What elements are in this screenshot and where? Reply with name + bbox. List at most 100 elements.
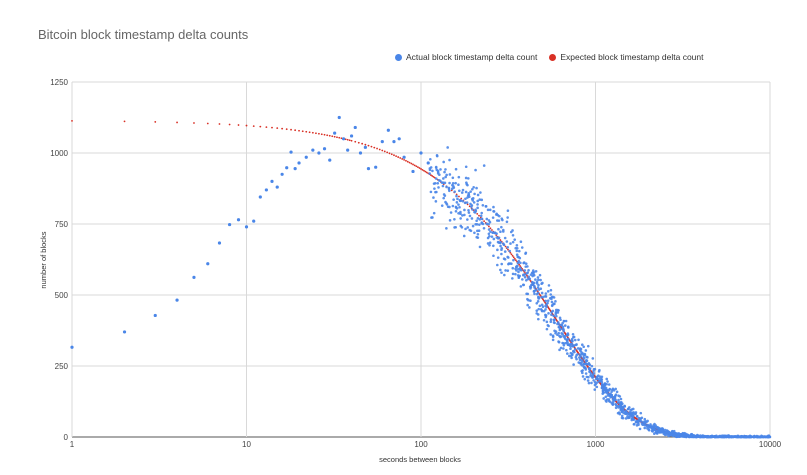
actual-point <box>558 326 561 329</box>
actual-point <box>577 338 580 342</box>
actual-point <box>521 283 525 287</box>
actual-point <box>600 380 604 384</box>
actual-point <box>560 323 564 327</box>
actual-point <box>429 157 432 161</box>
actual-point <box>526 265 529 268</box>
actual-point <box>643 417 647 421</box>
expected-point <box>460 197 463 200</box>
legend-item-actual[interactable]: Actual block timestamp delta count <box>395 52 537 62</box>
expected-point <box>154 121 157 123</box>
actual-point <box>411 169 415 174</box>
expected-point <box>245 124 248 127</box>
actual-point <box>579 347 583 351</box>
actual-point <box>322 147 327 151</box>
actual-point <box>514 267 517 271</box>
expected-point <box>476 212 479 215</box>
y-tick-label: 750 <box>55 220 69 229</box>
actual-point <box>651 425 654 429</box>
actual-point <box>607 398 611 401</box>
tick-labels: 0 250 500 750 1000 1250 1 10 100 1000 10000 <box>50 78 781 449</box>
actual-point <box>471 187 474 191</box>
actual-point <box>529 299 532 303</box>
expected-point <box>478 214 480 217</box>
actual-point <box>434 200 438 203</box>
actual-point <box>488 208 492 212</box>
x-axis-label: seconds between blocks <box>379 455 461 464</box>
actual-point <box>341 137 346 141</box>
actual-point <box>227 222 232 227</box>
actual-point <box>508 262 512 265</box>
actual-point <box>472 201 476 204</box>
expected-point <box>271 126 273 129</box>
actual-point <box>495 232 498 235</box>
actual-point <box>527 268 530 272</box>
expected-point <box>290 128 292 131</box>
actual-point <box>592 371 596 375</box>
actual-point <box>497 241 501 244</box>
actual-point <box>477 229 481 232</box>
actual-point <box>540 295 543 299</box>
actual-point <box>462 234 466 238</box>
actual-point <box>476 193 480 197</box>
actual-point <box>536 276 540 279</box>
actual-point <box>544 299 548 303</box>
actual-point <box>645 425 649 428</box>
actual-point <box>647 428 650 431</box>
actual-point <box>514 246 518 250</box>
actual-point <box>515 249 519 253</box>
actual-point <box>593 388 597 391</box>
actual-point <box>366 167 371 171</box>
legend-item-expected[interactable]: Expected block timestamp delta count <box>549 52 704 62</box>
actual-point <box>460 191 464 194</box>
actual-point <box>610 390 613 393</box>
actual-point <box>553 302 556 306</box>
actual-point <box>661 430 665 433</box>
actual-point <box>537 297 541 300</box>
actual-point <box>629 414 632 418</box>
actual-point <box>217 241 222 245</box>
actual-point <box>545 305 548 309</box>
actual-point <box>471 197 475 200</box>
actual-point <box>607 383 611 386</box>
expected-point <box>512 256 515 259</box>
actual-point <box>591 357 595 360</box>
actual-point <box>547 324 550 328</box>
expected-point <box>405 159 407 162</box>
expected-point <box>431 175 434 177</box>
actual-point <box>537 288 541 291</box>
actual-point <box>502 242 505 245</box>
actual-point <box>572 335 576 339</box>
actual-point <box>506 256 510 259</box>
actual-point <box>448 219 452 222</box>
actual-point <box>479 191 482 194</box>
actual-point <box>441 184 445 188</box>
actual-point <box>600 383 604 386</box>
actual-point <box>572 350 575 353</box>
actual-point <box>511 229 514 232</box>
expected-point <box>513 257 516 260</box>
actual-point <box>568 343 571 347</box>
expected-point <box>413 164 416 167</box>
actual-point <box>549 293 553 296</box>
actual-point <box>466 194 470 197</box>
actual-point <box>474 222 477 226</box>
actual-point <box>505 240 509 243</box>
actual-point <box>766 435 770 439</box>
actual-point <box>614 403 618 407</box>
actual-point <box>516 261 520 265</box>
actual-point <box>720 435 724 439</box>
actual-point <box>464 190 468 194</box>
expected-point <box>381 149 384 152</box>
actual-point <box>515 244 519 247</box>
actual-point <box>533 292 536 296</box>
actual-point <box>524 252 527 255</box>
actual-point <box>558 316 562 320</box>
expected-point <box>390 153 393 156</box>
actual-point <box>753 435 757 439</box>
actual-point <box>634 420 638 424</box>
actual-point <box>604 395 608 399</box>
actual-point <box>605 400 608 403</box>
actual-point <box>524 262 528 266</box>
actual-point <box>527 298 530 302</box>
